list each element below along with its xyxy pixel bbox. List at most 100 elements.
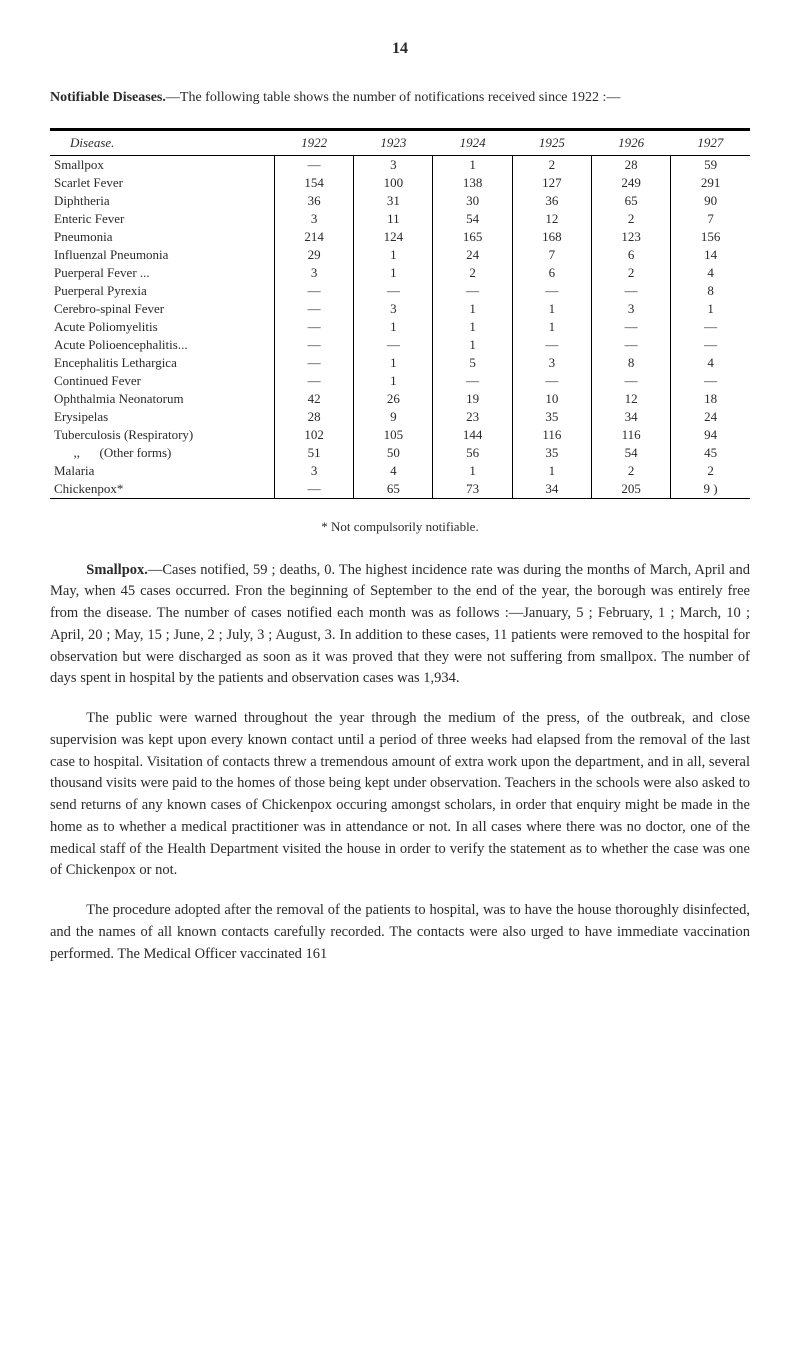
smallpox-bold: Smallpox. <box>86 562 148 578</box>
header-year: 1923 <box>354 129 433 155</box>
value-cell: 10 <box>512 390 591 408</box>
disease-name-cell: Acute Polioencephalitis... <box>50 336 274 354</box>
value-cell: — <box>591 318 670 336</box>
table-row: Encephalitis Lethargica—15384 <box>50 354 750 372</box>
disease-name-cell: Malaria <box>50 462 274 480</box>
value-cell: 11 <box>354 210 433 228</box>
value-cell: — <box>354 336 433 354</box>
value-cell: — <box>591 372 670 390</box>
table-header-row: Disease. 1922 1923 1924 1925 1926 1927 <box>50 129 750 155</box>
value-cell: 1 <box>354 318 433 336</box>
disease-name-cell: Scarlet Fever <box>50 174 274 192</box>
value-cell: — <box>274 354 353 372</box>
value-cell: 18 <box>671 390 750 408</box>
value-cell: 6 <box>512 264 591 282</box>
value-cell: 65 <box>591 192 670 210</box>
value-cell: 214 <box>274 228 353 246</box>
value-cell: 1 <box>354 246 433 264</box>
value-cell: 7 <box>671 210 750 228</box>
value-cell: — <box>512 372 591 390</box>
header-disease: Disease. <box>50 129 274 155</box>
value-cell: — <box>274 336 353 354</box>
value-cell: 4 <box>354 462 433 480</box>
value-cell: — <box>274 155 353 174</box>
table-row: ,, (Other forms)515056355445 <box>50 444 750 462</box>
smallpox-paragraph: Smallpox.—Cases notified, 59 ; deaths, 0… <box>50 560 750 691</box>
intro-bold: Notifiable Diseases. <box>50 90 166 105</box>
value-cell: 6 <box>591 246 670 264</box>
value-cell: 1 <box>354 264 433 282</box>
value-cell: 105 <box>354 426 433 444</box>
header-year: 1925 <box>512 129 591 155</box>
intro-rest: —The following table shows the number of… <box>166 90 621 105</box>
disease-name-cell: Enteric Fever <box>50 210 274 228</box>
value-cell: 19 <box>433 390 512 408</box>
value-cell: 123 <box>591 228 670 246</box>
table-row: Chickenpox*—6573342059 ) <box>50 480 750 499</box>
table-footnote: * Not compulsorily notifiable. <box>50 519 750 535</box>
value-cell: 35 <box>512 408 591 426</box>
header-year: 1922 <box>274 129 353 155</box>
value-cell: 9 ) <box>671 480 750 499</box>
disease-name-cell: Encephalitis Lethargica <box>50 354 274 372</box>
value-cell: 8 <box>671 282 750 300</box>
value-cell: 2 <box>433 264 512 282</box>
value-cell: 3 <box>274 210 353 228</box>
table-row: Enteric Fever311541227 <box>50 210 750 228</box>
value-cell: 28 <box>591 155 670 174</box>
value-cell: — <box>274 300 353 318</box>
value-cell: 249 <box>591 174 670 192</box>
value-cell: 2 <box>591 210 670 228</box>
table-row: Acute Polioencephalitis...——1——— <box>50 336 750 354</box>
disease-name-cell: Cerebro-spinal Fever <box>50 300 274 318</box>
value-cell: 1 <box>671 300 750 318</box>
value-cell: 12 <box>591 390 670 408</box>
disease-name-cell: Puerperal Fever ... <box>50 264 274 282</box>
disease-name-cell: Chickenpox* <box>50 480 274 499</box>
header-year: 1924 <box>433 129 512 155</box>
value-cell: 2 <box>591 264 670 282</box>
disease-name-cell: Puerperal Pyrexia <box>50 282 274 300</box>
table-row: Influenzal Pneumonia291247614 <box>50 246 750 264</box>
disease-name-cell: Diphtheria <box>50 192 274 210</box>
disease-name-cell: Influenzal Pneumonia <box>50 246 274 264</box>
value-cell: 100 <box>354 174 433 192</box>
table-row: Malaria341122 <box>50 462 750 480</box>
value-cell: 138 <box>433 174 512 192</box>
header-year: 1927 <box>671 129 750 155</box>
value-cell: 3 <box>512 354 591 372</box>
value-cell: 29 <box>274 246 353 264</box>
value-cell: 45 <box>671 444 750 462</box>
value-cell: 51 <box>274 444 353 462</box>
value-cell: — <box>274 318 353 336</box>
value-cell: 116 <box>512 426 591 444</box>
smallpox-rest: —Cases notified, 59 ; deaths, 0. The hig… <box>50 562 750 687</box>
value-cell: — <box>671 336 750 354</box>
value-cell: 8 <box>591 354 670 372</box>
diseases-table: Disease. 1922 1923 1924 1925 1926 1927 S… <box>50 128 750 499</box>
table-row: Pneumonia214124165168123156 <box>50 228 750 246</box>
page-number: 14 <box>50 40 750 58</box>
value-cell: 5 <box>433 354 512 372</box>
value-cell: — <box>512 336 591 354</box>
value-cell: 73 <box>433 480 512 499</box>
value-cell: — <box>274 480 353 499</box>
disease-name-cell: Acute Poliomyelitis <box>50 318 274 336</box>
value-cell: 3 <box>274 462 353 480</box>
value-cell: 205 <box>591 480 670 499</box>
disease-name-cell: Smallpox <box>50 155 274 174</box>
value-cell: 165 <box>433 228 512 246</box>
value-cell: — <box>354 282 433 300</box>
value-cell: 154 <box>274 174 353 192</box>
value-cell: 36 <box>512 192 591 210</box>
value-cell: 34 <box>591 408 670 426</box>
procedure-paragraph: The procedure adopted after the removal … <box>50 900 750 965</box>
value-cell: 168 <box>512 228 591 246</box>
value-cell: 90 <box>671 192 750 210</box>
public-paragraph: The public were warned throughout the ye… <box>50 708 750 882</box>
value-cell: 54 <box>433 210 512 228</box>
value-cell: 3 <box>354 300 433 318</box>
value-cell: 1 <box>433 300 512 318</box>
table-row: Acute Poliomyelitis—111—— <box>50 318 750 336</box>
value-cell: 3 <box>591 300 670 318</box>
